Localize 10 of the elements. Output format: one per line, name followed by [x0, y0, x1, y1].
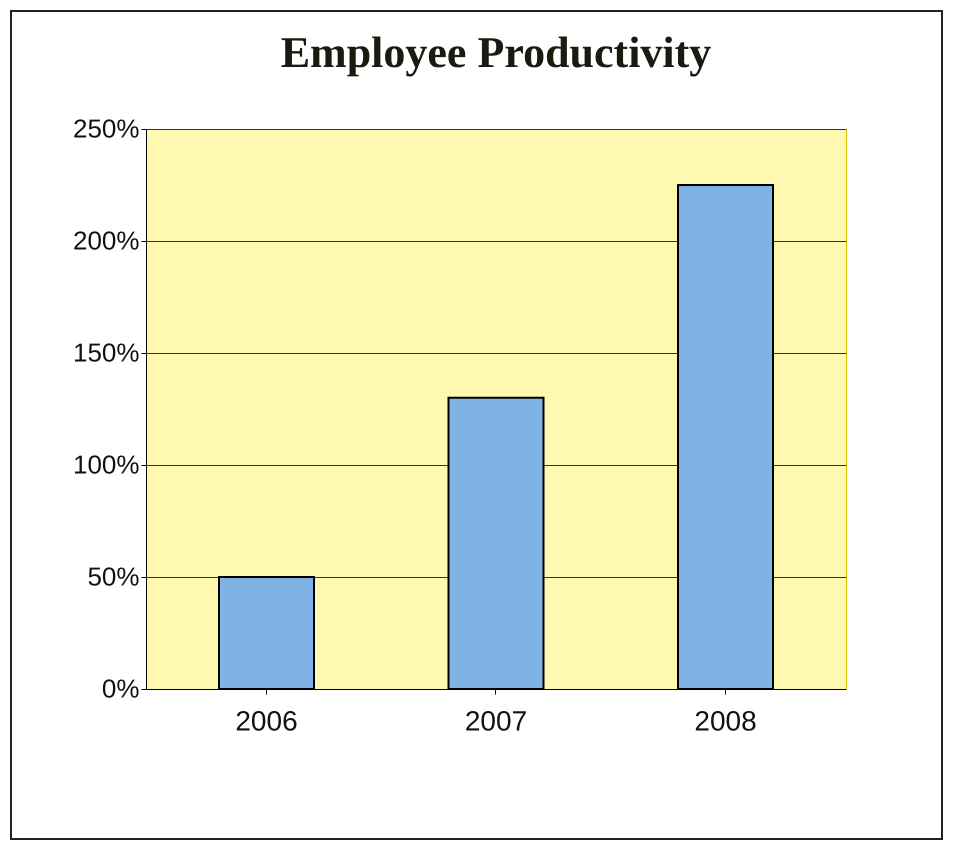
x-tick-label: 2007	[464, 706, 528, 736]
x-tick-label: 2008	[694, 706, 757, 736]
chart-title: Employee Productivity	[280, 28, 712, 77]
x-tick-label: 2006	[235, 706, 298, 736]
y-tick-label: 100%	[73, 450, 140, 480]
y-tick-label: 200%	[73, 226, 140, 256]
y-tick-label: 250%	[73, 114, 140, 144]
y-tick-label: 0%	[102, 674, 140, 704]
y-tick-label: 50%	[87, 562, 140, 592]
y-tick-label: 150%	[73, 338, 140, 368]
